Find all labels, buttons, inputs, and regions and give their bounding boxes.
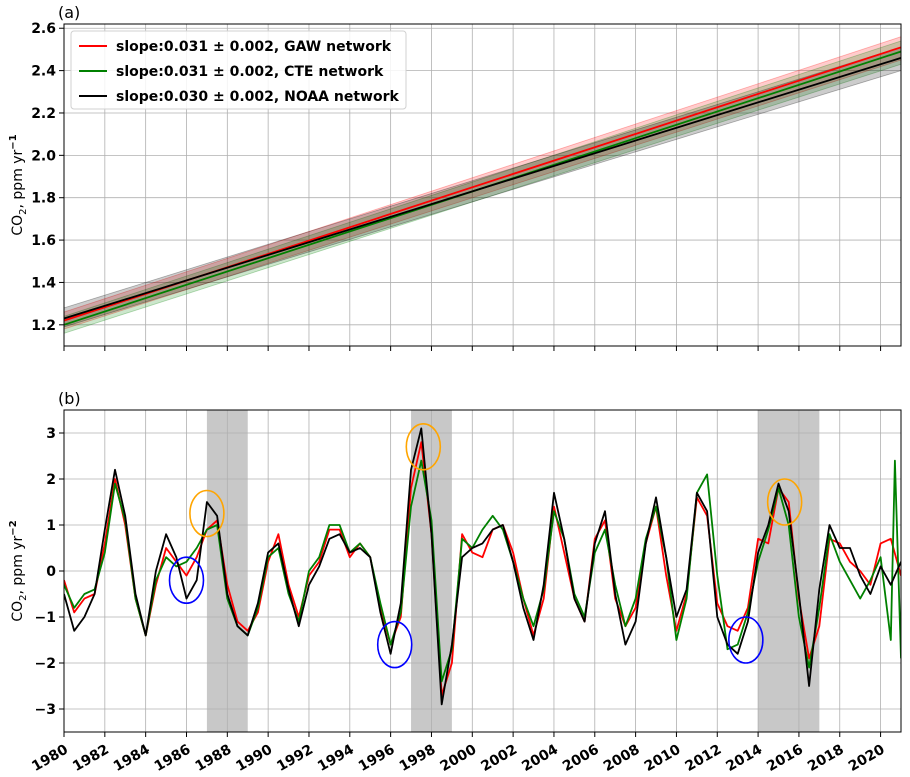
y-axis-label-base: CO	[10, 601, 26, 622]
x-tick-label: 2008	[601, 742, 643, 775]
x-tick-label: 1984	[111, 741, 153, 774]
y-tick-label: −1	[35, 610, 56, 626]
highlight-circle-1	[405, 422, 442, 471]
x-tick-label: 1992	[274, 742, 316, 775]
y-tick-label: 2.6	[31, 21, 56, 37]
series-line-1	[64, 459, 901, 683]
y-tick-label: −2	[35, 656, 56, 672]
highlight-circle-0	[189, 489, 225, 538]
x-tick-label: 1986	[152, 742, 194, 775]
x-tick-label: 2004	[519, 741, 561, 774]
y-tick-label: 0	[46, 564, 56, 580]
y-axis-label-mid: , ppm yr	[10, 535, 26, 594]
legend-entry-1: slope:0.031 ± 0.002, CTE network	[116, 64, 384, 80]
highlight-circle-2	[766, 478, 803, 526]
y-tick-label: 3	[46, 426, 56, 442]
y-axis-label-sub: 2	[18, 594, 29, 600]
x-tick-label: 2006	[560, 742, 602, 775]
x-tick-label: 2010	[642, 741, 684, 774]
axes-frame	[63, 23, 902, 347]
legend-entry-2: slope:0.030 ± 0.002, NOAA network	[116, 89, 399, 105]
y-tick-label: 2.2	[31, 106, 56, 122]
y-axis-label-mid: , ppm yr	[10, 149, 26, 208]
y-tick-label: 1.8	[31, 191, 56, 207]
panel-a-chart: 1.2 1.4 1.6 1.8 2.0 2.2 2.4 2.6(a) CO2, ppm yr−1…	[8, 3, 902, 351]
highlight-circle-5	[728, 616, 764, 664]
panel-label: (b)	[58, 389, 81, 408]
series-line-2	[64, 427, 901, 706]
y-tick-label: 2	[46, 472, 56, 488]
y-tick-label: 1.4	[31, 275, 56, 291]
legend-box	[70, 30, 407, 110]
x-tick-label: 1982	[70, 742, 112, 775]
x-tick-label: 2014	[723, 741, 765, 774]
y-tick-label: −3	[35, 702, 56, 718]
x-tick-label: 1996	[356, 742, 398, 775]
x-tick-label: 1988	[193, 742, 235, 775]
x-tick-label: 1994	[315, 741, 357, 774]
panel-label: (a)	[58, 3, 80, 22]
x-tick-label: 1998	[397, 742, 439, 775]
x-tick-label: 2016	[764, 742, 806, 775]
y-axis-label-sup: −1	[8, 134, 19, 149]
y-axis-label-sub: 2	[18, 208, 29, 214]
x-tick-label: 2018	[805, 742, 847, 775]
x-tick-label: 1990	[233, 741, 275, 774]
y-axis-label: CO2, ppm yr−2	[8, 520, 29, 621]
series-band-1	[64, 40, 901, 334]
x-tick-label: 2002	[478, 742, 520, 775]
x-tick-label: 2020	[846, 741, 888, 774]
series-line-2	[64, 57, 901, 320]
highlight-circle-4	[376, 620, 413, 669]
highlight-circle-3	[168, 556, 205, 605]
y-axis-label-base: CO	[10, 215, 26, 236]
x-tick-label: 2012	[683, 742, 725, 775]
series-line-0	[64, 441, 901, 697]
y-tick-label: 2.4	[31, 64, 56, 80]
y-axis-label: CO2, ppm yr−1	[8, 134, 29, 235]
y-tick-label: 1.2	[31, 318, 56, 334]
y-tick-label: 2.0	[31, 148, 56, 164]
x-tick-label: 1980	[29, 741, 71, 774]
y-tick-label: 1.6	[31, 233, 56, 249]
legend-entry-0: slope:0.031 ± 0.002, GAW network	[116, 39, 392, 55]
plot-area	[64, 36, 901, 334]
panel-b-chart: 1980 1982 1984 1986 1988 1990 1992 1994 1996 1998…	[8, 389, 902, 775]
x-tick-label: 2000	[438, 741, 480, 774]
plot-area	[64, 427, 901, 706]
y-axis-label-sup: −2	[8, 520, 19, 535]
y-tick-label: 1	[46, 518, 56, 534]
